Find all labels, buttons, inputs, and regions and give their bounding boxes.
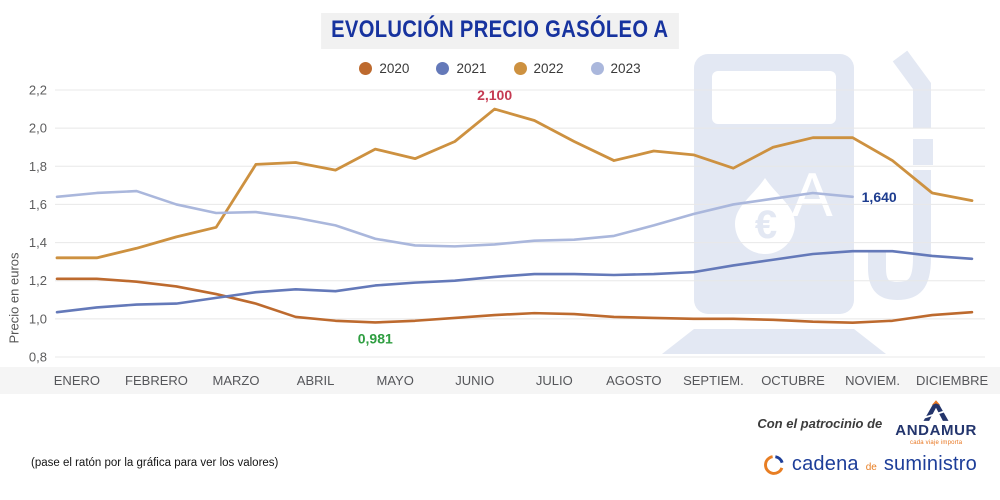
x-axis-band: [0, 367, 1000, 394]
annotations: 2,100 0,981 1,640: [358, 87, 897, 346]
month-label: FEBRERO: [125, 373, 188, 388]
legend-label: 2020: [379, 61, 410, 76]
month-label: AGOSTO: [606, 373, 661, 388]
chart-title: EVOLUCIÓN PRECIO GASÓLEO A: [321, 13, 679, 49]
y-tick-label: 1,8: [29, 159, 47, 174]
legend-dot-2020: [359, 62, 373, 75]
fuel-pump-watermark: € A: [662, 50, 933, 354]
de-word: de: [865, 462, 877, 473]
month-label: NOVIEM.: [845, 373, 900, 388]
pump-screen: [712, 71, 836, 124]
x-axis-labels: ENERO FEBRERO MARZO ABRIL MAYO JUNIO JULIO AGOS…: [54, 373, 989, 388]
annotation-2020: 0,981: [358, 330, 393, 346]
legend-item-2020[interactable]: 2020: [359, 61, 409, 76]
series-line-2020[interactable]: [55, 277, 974, 324]
y-tick-label: 2,2: [29, 83, 47, 98]
month-label: ENERO: [54, 373, 100, 388]
month-label: MAYO: [376, 373, 413, 388]
andamur-wordmark: ANDAMUR: [895, 422, 977, 439]
series-line-2023[interactable]: [55, 189, 854, 248]
legend-item-2023[interactable]: 2023: [590, 61, 641, 76]
chart-legend: 2020 2021 2022 2023: [0, 61, 1000, 76]
legend-label: 2023: [610, 61, 641, 76]
month-label: MARZO: [213, 373, 260, 388]
andamur-a-icon: [923, 400, 950, 421]
annotation-2022: 2,100: [477, 87, 512, 103]
month-label: DICIEMBRE: [916, 373, 989, 388]
month-label: JUNIO: [455, 373, 494, 388]
sponsor-prefix-text: Con el patrocinio de: [757, 415, 883, 431]
series-line-2022[interactable]: [55, 107, 974, 260]
legend-label: 2021: [456, 61, 487, 76]
pump-nozzle: [892, 50, 931, 128]
sponsor-block: Con el patrocinio de ANDAMUR cada viaje …: [757, 400, 977, 446]
title-band: EVOLUCIÓN PRECIO GASÓLEO A: [0, 13, 1000, 49]
y-tick-label: 2,0: [29, 121, 47, 136]
annotation-2023: 1,640: [862, 189, 897, 205]
hover-hint-note: (pase el ratón por la gráfica para ver l…: [31, 457, 279, 469]
y-tick-label: 1,6: [29, 197, 47, 212]
month-label: ABRIL: [297, 373, 335, 388]
legend-dot-2021: [436, 62, 450, 75]
andamur-logo[interactable]: ANDAMUR cada viaje importa: [895, 400, 977, 446]
cadena-circle-icon: [763, 454, 784, 475]
y-tick-label: 1,0: [29, 311, 47, 326]
pump-hose: [868, 170, 931, 301]
y-tick-label: 0,8: [29, 350, 47, 365]
legend-item-2021[interactable]: 2021: [436, 61, 487, 76]
month-label: OCTUBRE: [761, 373, 825, 388]
legend-dot-2023: [590, 62, 604, 75]
month-label: JULIO: [536, 373, 573, 388]
cadena-word: cadena: [791, 453, 859, 475]
euro-symbol-watermark: €: [755, 203, 777, 247]
legend-label: 2022: [533, 61, 564, 76]
legend-item-2022[interactable]: 2022: [513, 61, 564, 76]
series-lines: [55, 107, 974, 324]
legend-dot-2022: [513, 62, 527, 75]
suministro-word: suministro: [883, 453, 977, 475]
cadena-de-suministro-logo[interactable]: cadena de suministro: [763, 453, 977, 476]
month-label: SEPTIEM.: [683, 373, 744, 388]
andamur-tagline: cada viaje importa: [910, 440, 963, 446]
series-line-2021[interactable]: [55, 249, 974, 314]
y-tick-label: 1,2: [29, 273, 47, 288]
pump-base: [662, 329, 886, 354]
y-tick-label: 1,4: [29, 235, 47, 250]
